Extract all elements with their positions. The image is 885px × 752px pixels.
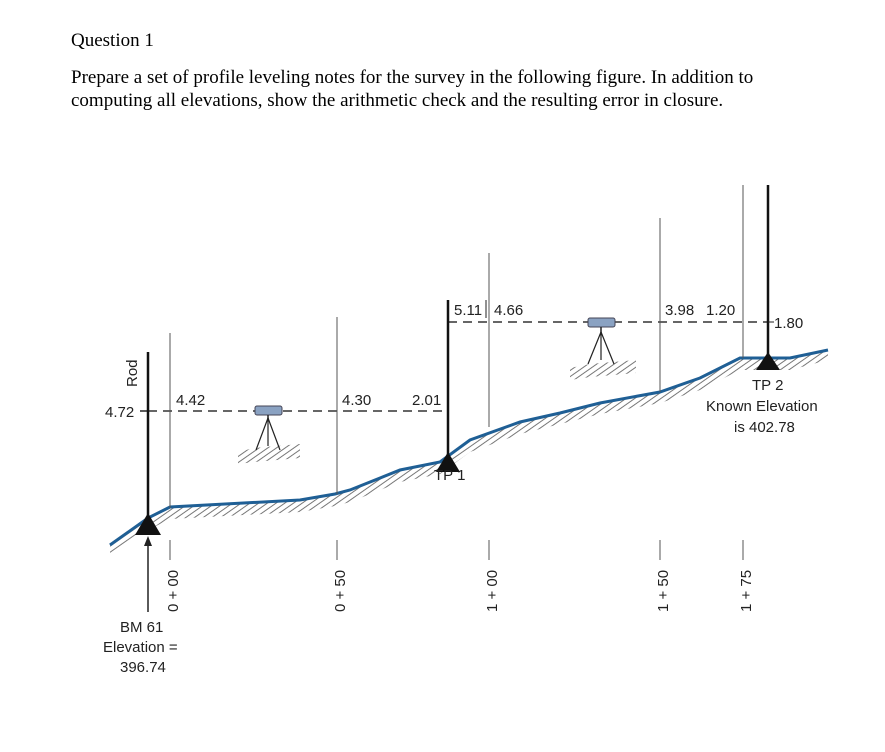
reading-sta-0-00: 4.42 — [176, 392, 205, 409]
ground-line — [109, 348, 829, 547]
reading-sta-1-75: 1.20 — [706, 302, 735, 319]
tp1-marker-icon — [436, 452, 460, 472]
reading-bs-bm61: 4.72 — [105, 404, 134, 421]
bm61-elevation-value: 396.74 — [120, 659, 166, 676]
tp2-note-line2: is 402.78 — [734, 419, 795, 436]
tp1-label: TP 1 — [434, 467, 465, 484]
tp2-note-line1: Known Elevation — [706, 398, 818, 415]
station-label-1-00: 1 + 00 — [484, 570, 501, 612]
station-label-1-75: 1 + 75 — [738, 570, 755, 612]
arrowhead-icon — [144, 536, 152, 546]
station-label-0-50: 0 + 50 — [332, 570, 349, 612]
tp2-marker-icon — [756, 352, 780, 370]
rod-axis-label: Rod — [124, 359, 141, 387]
reading-fs-tp1: 2.01 — [412, 392, 441, 409]
bm61-elevation-label: Elevation = — [103, 639, 178, 656]
reading-fs-tp2: 1.80 — [774, 315, 803, 332]
question-title: Question 1 — [71, 30, 154, 51]
reading-sta-1-00: 4.66 — [494, 302, 523, 319]
level-instrument-icon — [238, 405, 300, 464]
station-label-0-00: 0 + 00 — [165, 570, 182, 612]
station-label-1-50: 1 + 50 — [655, 570, 672, 612]
ground-hatch — [110, 350, 828, 557]
reading-sta-0-50: 4.30 — [342, 392, 371, 409]
tp2-label: TP 2 — [752, 377, 783, 394]
reading-bs-tp1: 5.11 — [454, 302, 482, 319]
bm61-label: BM 61 — [120, 619, 163, 636]
level-instrument-icon — [570, 317, 636, 380]
bm61-marker-icon — [135, 513, 161, 535]
question-body: Prepare a set of profile leveling notes … — [71, 67, 754, 111]
reading-sta-1-50: 3.98 — [665, 302, 694, 319]
